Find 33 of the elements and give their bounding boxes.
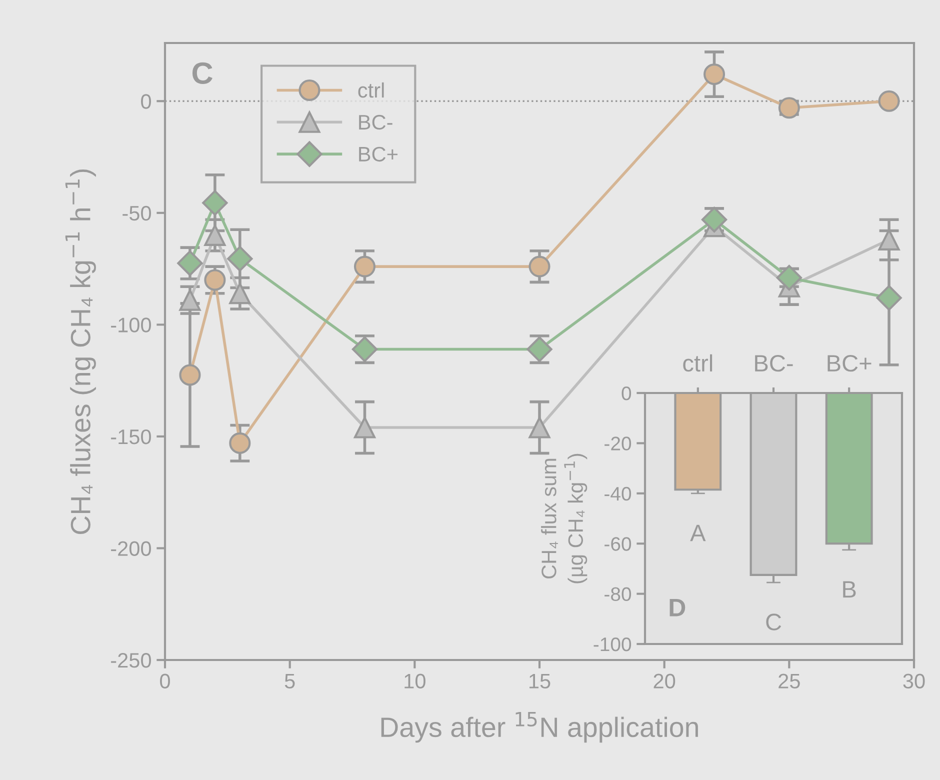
y-axis-title: CH₄ fluxes (ng CH₄ kg$^{−1}$ h$^{−1}$)	[65, 169, 96, 534]
y-tick-label: -60	[604, 537, 632, 551]
x-tick-label: 10	[404, 674, 426, 688]
legend-label: BC+	[359, 146, 398, 162]
y-tick-label: -250	[111, 653, 151, 668]
y-tick-label: 0	[622, 386, 632, 400]
x-tick-label: BC-	[755, 354, 793, 372]
y-tick-label: -50	[122, 206, 151, 221]
x-axis-title: Days after $^{15}$N application	[381, 712, 698, 743]
y-tick-label: -200	[111, 541, 151, 556]
x-tick-label: 30	[903, 674, 925, 688]
legend-label: ctrl	[358, 82, 384, 98]
x-tick-label: 0	[160, 674, 170, 688]
y-axis-title: CH₄ flux sum (µg CH₄ kg$^{−1}$)	[541, 454, 588, 584]
y-tick-label: -100	[111, 318, 151, 332]
y-tick-label: -40	[604, 486, 632, 501]
annotation: D	[670, 599, 686, 616]
annotation: A	[690, 524, 706, 542]
y-tick-label: -80	[604, 587, 632, 602]
x-tick-label: BC+	[828, 354, 872, 372]
y-tick-label: 0	[141, 94, 151, 109]
annotation: B	[843, 581, 856, 598]
legend-label: BC-	[359, 114, 392, 130]
x-tick-label: 25	[778, 674, 800, 688]
x-tick-label: 15	[530, 674, 550, 688]
annotation: C	[766, 614, 782, 630]
x-tick-label: 20	[654, 674, 676, 688]
x-tick-label: ctrl	[683, 354, 712, 372]
x-tick-label: 5	[284, 674, 295, 688]
y-tick-label: -100	[594, 637, 632, 652]
annotation: C	[192, 62, 212, 84]
y-tick-label: -150	[111, 429, 151, 444]
y-tick-label: -20	[604, 436, 632, 450]
